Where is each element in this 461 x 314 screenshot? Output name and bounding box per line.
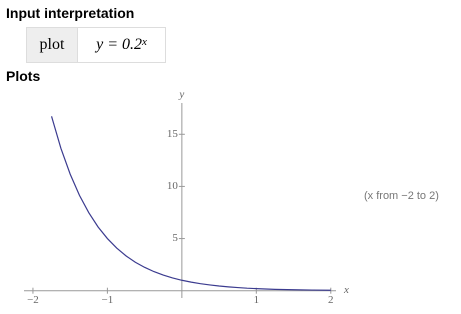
- y-tick-label: 5: [172, 232, 178, 244]
- y-tick-label: 10: [167, 180, 179, 192]
- x-axis-label: x: [343, 284, 349, 296]
- y-axis-label: y: [178, 89, 184, 101]
- x-tick-label: −1: [102, 294, 114, 306]
- section-heading: Input interpretation: [6, 5, 135, 21]
- expression: y = 0.2 x: [78, 28, 165, 62]
- curve: [50, 116, 331, 291]
- x-tick-label: −2: [27, 294, 39, 306]
- x-tick-label: 1: [254, 294, 260, 306]
- interpretation-box: plot y = 0.2 x: [26, 27, 166, 63]
- y-tick-label: 15: [167, 128, 179, 140]
- command: plot: [27, 28, 78, 62]
- expression-text: y = 0.2: [96, 36, 142, 53]
- x-tick-label: 2: [328, 294, 334, 306]
- section-heading: Plots: [6, 68, 41, 84]
- exponent: x: [142, 36, 147, 48]
- plot-note: (x from −2 to 2): [364, 190, 439, 202]
